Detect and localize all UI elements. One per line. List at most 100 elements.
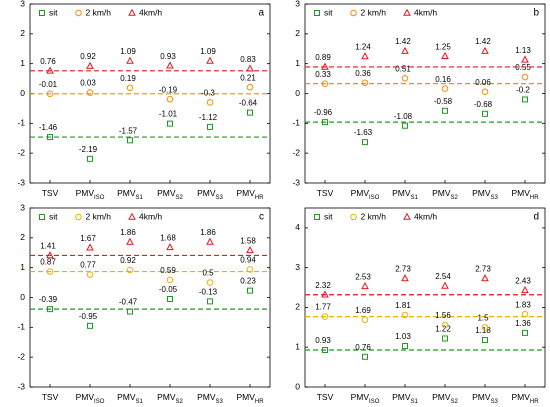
legend-marker <box>128 212 136 220</box>
data-label: 1.36 <box>515 319 531 328</box>
y-tick-label: 0 <box>20 88 25 98</box>
x-tick-label: PMVS2 <box>157 188 183 200</box>
marker-circle <box>46 268 54 275</box>
data-label: -0.47 <box>119 298 138 307</box>
marker-circle <box>441 321 449 329</box>
y-tick-label: -1 <box>292 118 300 128</box>
data-label: 1.22 <box>435 325 451 334</box>
data-label: 1.42 <box>475 37 491 46</box>
data-label: -0.01 <box>39 80 58 89</box>
marker-square <box>247 287 253 294</box>
legend-marker <box>75 213 82 221</box>
panel-letter: a <box>258 8 264 19</box>
data-label: 0.83 <box>240 55 256 64</box>
marker-circle <box>401 311 409 319</box>
marker-circle <box>246 266 254 273</box>
data-label: -1.01 <box>159 110 178 119</box>
marker-triangle <box>441 281 449 289</box>
data-label: 1.09 <box>200 47 216 56</box>
data-label: 0.21 <box>240 73 256 82</box>
data-label: 0.16 <box>435 75 451 84</box>
data-label: -0.19 <box>159 85 178 94</box>
y-tick-label: 0 <box>20 292 25 302</box>
marker-triangle <box>126 237 134 245</box>
category-name: PMV <box>236 188 255 198</box>
marker-triangle <box>126 56 134 64</box>
y-tick-label: 2 <box>20 232 25 242</box>
x-tick-label: PMVS3 <box>197 188 223 200</box>
marker-circle <box>166 276 174 284</box>
marker-triangle <box>166 61 174 69</box>
legend-marker <box>314 10 320 16</box>
x-tick-label: PMVS1 <box>117 392 143 404</box>
category-subscript: S1 <box>411 399 419 405</box>
data-label: 0.06 <box>475 78 491 87</box>
category-subscript: ISO <box>369 195 380 201</box>
marker-triangle <box>206 56 214 64</box>
x-tick-label: PMVHR <box>511 188 539 200</box>
marker-triangle <box>321 290 329 298</box>
marker-square <box>167 120 173 127</box>
category-subscript: S3 <box>491 399 499 405</box>
legend-marker <box>75 9 82 17</box>
marker-square <box>87 155 93 162</box>
x-tick-label: PMVS1 <box>392 188 418 200</box>
marker-circle <box>481 88 489 96</box>
data-label: -2.19 <box>79 145 98 154</box>
y-tick-label: -1 <box>17 118 25 128</box>
data-label: 1.81 <box>395 301 411 310</box>
data-label: -1.57 <box>119 126 138 135</box>
y-tick-label: 1 <box>295 58 300 68</box>
data-label: -0.39 <box>39 295 58 304</box>
x-tick-label: PMVS1 <box>392 392 418 404</box>
data-label: 1.83 <box>515 300 531 309</box>
x-tick-label: TSV <box>42 392 59 402</box>
marker-square <box>167 295 173 302</box>
marker-square <box>87 322 93 329</box>
data-label: 0.76 <box>355 343 371 352</box>
x-tick-label: PMVHR <box>511 392 539 404</box>
data-label: 1.5 <box>477 313 489 322</box>
marker-triangle <box>521 285 529 294</box>
marker-circle <box>321 313 329 320</box>
marker-triangle <box>481 274 489 282</box>
data-label: 2.32 <box>315 281 331 290</box>
category-subscript: ISO <box>369 399 380 405</box>
data-label: 0.92 <box>80 52 96 61</box>
category-name: PMV <box>351 188 370 198</box>
data-label: 1.41 <box>40 242 56 251</box>
legend-label: sit <box>49 211 58 221</box>
data-label: -0.58 <box>434 97 453 106</box>
y-tick-label: -1 <box>17 322 25 332</box>
marker-circle <box>401 74 409 82</box>
marker-triangle <box>46 66 54 74</box>
marker-square <box>47 134 53 141</box>
x-tick-label: TSV <box>317 392 334 402</box>
category-name: PMV <box>117 188 136 198</box>
data-label: 0.23 <box>240 277 256 286</box>
category-name: PMV <box>117 392 136 402</box>
marker-square <box>442 107 448 114</box>
legend-marker <box>350 9 357 17</box>
marker-circle <box>441 85 449 93</box>
panel-letter: b <box>533 8 539 19</box>
category-subscript: S3 <box>216 399 224 405</box>
marker-circle <box>481 324 489 331</box>
category-name: PMV <box>392 188 411 198</box>
legend-marker <box>403 212 411 220</box>
data-label: 0.55 <box>515 63 531 72</box>
category-name: PMV <box>157 188 176 198</box>
data-label: 0.51 <box>395 64 411 73</box>
panel-letter: c <box>259 212 264 223</box>
y-tick-label: 2 <box>295 302 300 312</box>
category-name: PMV <box>76 188 95 198</box>
data-label: 1.25 <box>435 42 451 51</box>
marker-square <box>207 123 213 130</box>
data-label: 1.86 <box>120 228 136 237</box>
y-tick-label: -2 <box>292 147 300 157</box>
category-name: PMV <box>76 392 95 402</box>
x-tick-label: PMVHR <box>236 188 264 200</box>
